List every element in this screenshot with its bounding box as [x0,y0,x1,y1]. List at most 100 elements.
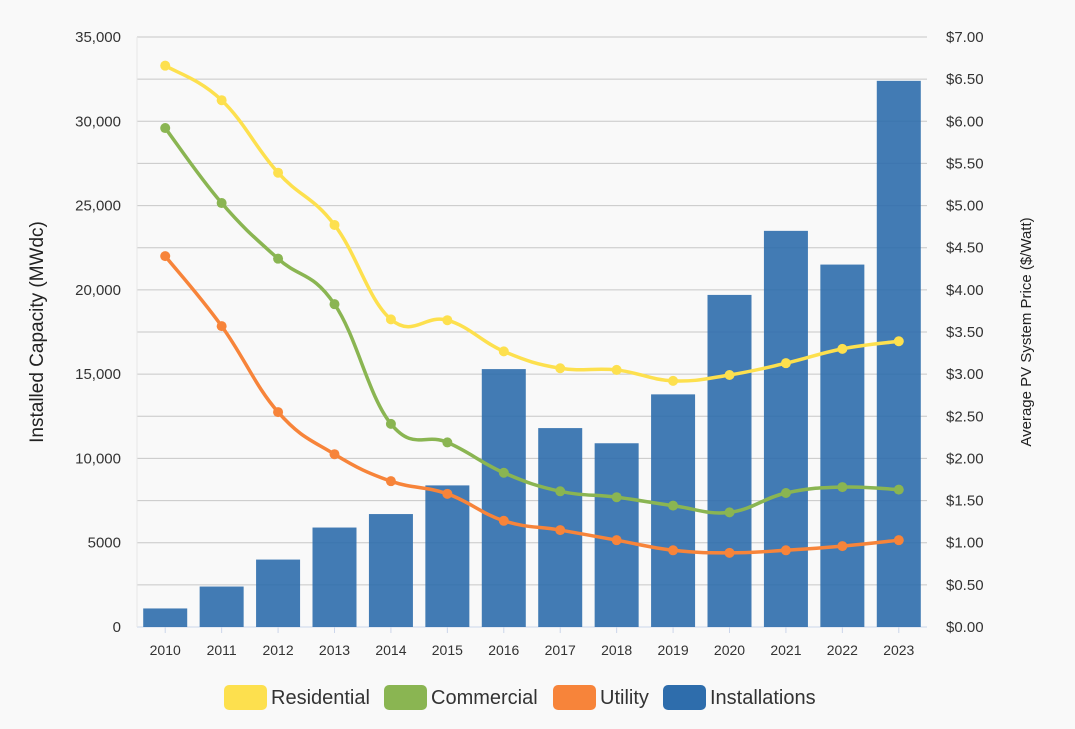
point-commercial-2016 [498,467,509,478]
left-tick-label: 25,000 [75,198,121,215]
bar-installations-2019 [651,394,696,627]
bar-installations-2022 [820,264,865,627]
point-residential-2012 [273,167,284,178]
right-tick-label: $5.50 [946,155,984,172]
x-tick-label: 2016 [488,642,519,658]
left-tick-label: 20,000 [75,282,121,299]
bar-installations-2010 [143,608,188,627]
right-tick-label: $1.00 [946,535,984,552]
x-tick-label: 2015 [432,642,463,658]
bar-installations-2011 [199,586,244,627]
right-tick-label: $4.50 [946,240,984,257]
legend-swatch-installations [663,685,706,710]
x-tick-label: 2017 [545,642,576,658]
point-commercial-2013 [329,299,340,310]
x-tick-label: 2021 [770,642,801,658]
point-residential-2021 [780,358,791,369]
point-commercial-2010 [160,123,171,134]
bar-installations-2013 [312,527,357,627]
point-commercial-2018 [611,492,622,503]
x-tick-label: 2012 [262,642,293,658]
x-tick-label: 2020 [714,642,745,658]
point-utility-2015 [442,488,453,499]
line-utility [163,255,899,555]
point-residential-2017 [555,363,566,374]
legend-label-commercial: Commercial [431,687,538,709]
point-residential-2018 [611,364,622,375]
point-utility-2018 [611,535,622,546]
axis-ticks: $0.00 $0.50 $1.00 $1.50 $2.00 $2.50 $3.00 $3.50… [75,29,983,658]
left-axis-title: Installed Capacity (MWdc) [27,221,48,443]
legend-swatch-residential [224,685,267,710]
right-tick-label: $6.00 [946,113,984,130]
right-tick-label: $1.50 [946,493,984,510]
right-tick-label: $0.50 [946,577,984,594]
point-commercial-2014 [385,418,396,429]
left-tick-label: 0 [113,619,121,636]
left-tick-label: 30,000 [75,113,121,130]
left-tick-label: 10,000 [75,450,121,467]
right-tick-label: $5.00 [946,198,984,215]
legend: Residential Commercial Utility Installation… [224,685,816,710]
legend-swatch-utility [553,685,596,710]
bar-installations-2021 [763,230,808,627]
left-tick-label: 35,000 [75,29,121,46]
point-utility-2013 [329,449,340,460]
point-utility-2010 [160,251,171,262]
point-residential-2020 [724,369,735,380]
gridlines [136,36,927,628]
x-tick-label: 2010 [150,642,181,658]
x-tick-label: 2022 [827,642,858,658]
bar-installations-2020 [707,294,752,627]
point-commercial-2017 [555,486,566,497]
point-commercial-2020 [724,507,735,518]
x-tick-label: 2019 [657,642,688,658]
right-tick-label: $4.00 [946,282,984,299]
point-utility-2012 [273,407,284,418]
right-tick-label: $2.50 [946,408,984,425]
point-utility-2022 [837,541,848,552]
x-tick-label: 2011 [207,642,237,658]
right-tick-label: $3.00 [946,366,984,383]
point-utility-2023 [893,535,904,546]
right-tick-label: $6.50 [946,71,984,88]
point-utility-2016 [498,515,509,526]
point-commercial-2012 [273,253,284,264]
point-utility-2019 [668,545,679,556]
point-utility-2021 [780,545,791,556]
point-commercial-2015 [442,437,453,448]
left-tick-label: 15,000 [75,366,121,383]
right-tick-label: $2.00 [946,450,984,467]
bar-installations-2014 [368,514,413,627]
bar-installations-2016 [481,369,526,627]
right-axis-title: Average PV System Price ($/Watt) [1018,217,1035,446]
point-residential-2015 [442,315,453,326]
right-tick-label: $0.00 [946,619,984,636]
legend-label-residential: Residential [271,687,370,709]
legend-label-installations: Installations [710,687,816,709]
point-residential-2011 [216,95,227,106]
point-residential-2016 [498,346,509,357]
point-residential-2014 [385,314,396,325]
price-lines [160,60,904,558]
bar-installations-2015 [425,485,470,627]
point-commercial-2022 [837,482,848,493]
x-tick-label: 2023 [883,642,914,658]
legend-swatch-commercial [384,685,427,710]
point-residential-2019 [668,375,679,386]
bar-installations-2018 [594,443,639,627]
point-residential-2013 [329,219,340,230]
bar-installations-2012 [256,559,301,627]
point-commercial-2023 [893,484,904,495]
point-utility-2011 [216,321,227,332]
right-tick-label: $3.50 [946,324,984,341]
left-tick-label: 5000 [88,535,121,552]
point-utility-2020 [724,547,735,558]
legend-label-utility: Utility [600,687,649,709]
point-residential-2023 [893,336,904,347]
point-commercial-2021 [780,487,791,498]
point-utility-2017 [555,525,566,536]
point-commercial-2019 [668,500,679,511]
point-utility-2014 [385,476,396,487]
bars [143,80,921,628]
